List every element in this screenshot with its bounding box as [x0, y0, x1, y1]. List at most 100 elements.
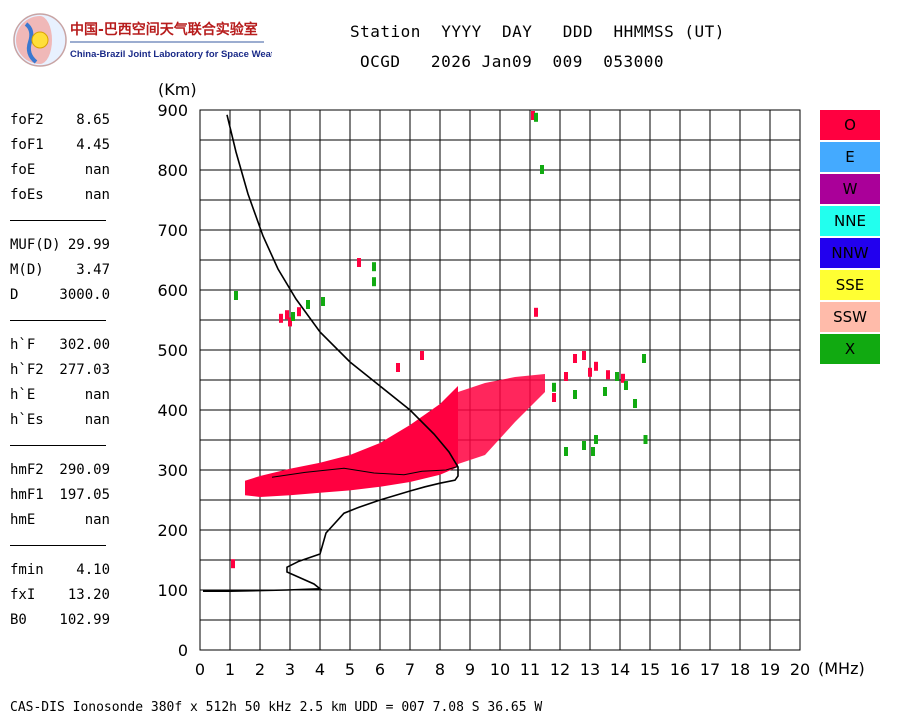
o-echo-point	[531, 111, 535, 120]
o-trace-main	[245, 386, 458, 497]
o-trace-band	[245, 374, 545, 497]
x-tick-label: 4	[315, 660, 325, 679]
header-labels: Station YYYY DAY DDD HHMMSS (UT)	[350, 22, 725, 41]
param-label: hmF1	[10, 487, 44, 503]
profile-inner-curve	[271, 465, 459, 478]
x-echo-point	[643, 435, 648, 444]
o-echo-point	[357, 258, 361, 267]
o-echo-point	[606, 370, 610, 380]
param-row: foF1 4.45	[10, 133, 110, 158]
param-row: M(D) 3.47	[10, 258, 110, 283]
x-echo-point	[594, 435, 598, 444]
param-row: foEs nan	[10, 183, 110, 208]
x-tick-label: 5	[345, 660, 355, 679]
y-tick-label: 500	[157, 341, 188, 360]
x-echo-point	[291, 312, 295, 321]
legend-item-x: X	[820, 334, 880, 364]
o-echo-point	[582, 351, 586, 360]
y-tick-label: 0	[178, 641, 188, 660]
x-echo-point	[306, 300, 310, 309]
y-tick-label: 400	[157, 401, 188, 420]
x-tick-label: 17	[700, 660, 720, 679]
x-axis-label: (MHz)	[818, 659, 865, 678]
o-echo-point	[573, 354, 577, 363]
x-echo-point	[372, 262, 376, 272]
y-tick-label: 100	[157, 581, 188, 600]
y-tick-label: 300	[157, 461, 188, 480]
o-trace-upper	[458, 374, 545, 464]
param-label: foF1	[10, 137, 44, 153]
x-tick-label: 13	[580, 660, 600, 679]
y-tick-label: 900	[157, 101, 188, 120]
legend-item-ssw: SSW	[820, 302, 880, 332]
param-label: D	[10, 287, 19, 303]
o-echo-point	[621, 373, 625, 383]
y-tick-label: 600	[157, 281, 188, 300]
param-row: B0 102.99	[10, 608, 110, 633]
x-tick-label: 6	[375, 660, 385, 679]
x-tick-label: 1	[225, 660, 235, 679]
legend-item-e: E	[820, 142, 880, 172]
o-echo-point	[396, 363, 400, 372]
o-echo-point	[231, 559, 235, 569]
x-tick-label: 3	[285, 660, 295, 679]
logo-title: 中国-巴西空间天气联合实验室	[70, 21, 258, 38]
param-label: M(D)	[10, 262, 44, 278]
legend-item-o: O	[820, 110, 880, 140]
x-echo-point	[603, 387, 607, 396]
param-label: h`E	[10, 387, 36, 403]
param-value: 197.05	[59, 487, 110, 503]
o-echo-point	[534, 307, 538, 317]
profile-curve	[203, 114, 459, 593]
x-echo-point	[321, 297, 325, 306]
x-echo-point	[372, 277, 376, 287]
param-value: 29.99	[67, 237, 110, 253]
param-value: nan	[84, 387, 110, 403]
x-echo-point	[573, 390, 577, 399]
param-separator	[10, 208, 110, 233]
param-row: h`Es nan	[10, 408, 110, 433]
o-echo-point	[588, 367, 592, 377]
legend-item-w: W	[820, 174, 880, 204]
param-row: foF2 8.65	[10, 108, 110, 133]
x-echo-point	[534, 112, 538, 122]
param-row: h`E nan	[10, 383, 110, 408]
param-label: MUF(D)	[10, 237, 61, 253]
x-tick-label: 19	[760, 660, 780, 679]
x-tick-label: 11	[520, 660, 540, 679]
echo-points	[231, 111, 648, 569]
x-tick-label: 16	[670, 660, 690, 679]
param-row: MUF(D) 29.99	[10, 233, 110, 258]
param-value: 277.03	[59, 362, 110, 378]
x-tick-label: 7	[405, 660, 415, 679]
param-label: B0	[10, 612, 27, 628]
x-echo-point	[615, 372, 619, 381]
param-separator	[10, 308, 110, 333]
y-tick-labels: 0 100 200 300 400 500 600 700 800 900	[157, 101, 188, 660]
o-echo-point	[285, 310, 289, 320]
param-row: hmF1 197.05	[10, 483, 110, 508]
param-row: fxI 13.20	[10, 583, 110, 608]
o-echo-point	[288, 317, 292, 327]
param-value: 4.45	[76, 137, 110, 153]
legend-item-sse: SSE	[820, 270, 880, 300]
o-echo-point	[297, 307, 301, 317]
param-value: 8.65	[76, 112, 110, 128]
param-value: nan	[84, 512, 110, 528]
o-echo-point	[594, 361, 598, 371]
param-value: 3000.0	[59, 287, 110, 303]
header-values: OCGD 2026 Jan09 009 053000	[360, 52, 664, 71]
param-value: 4.10	[76, 562, 110, 578]
param-value: 290.09	[59, 462, 110, 478]
param-value: nan	[84, 412, 110, 428]
param-label: h`Es	[10, 412, 44, 428]
x-echo-point	[642, 354, 646, 363]
x-echo-point	[591, 447, 595, 456]
param-row: hmF2 290.09	[10, 458, 110, 483]
x-tick-label: 14	[610, 660, 630, 679]
y-tick-label: 700	[157, 221, 188, 240]
o-echo-point	[279, 313, 283, 323]
o-echo-point	[564, 372, 568, 381]
logo-subtitle: China-Brazil Joint Laboratory for Space …	[70, 49, 272, 60]
legend-item-nnw: NNW	[820, 238, 880, 268]
